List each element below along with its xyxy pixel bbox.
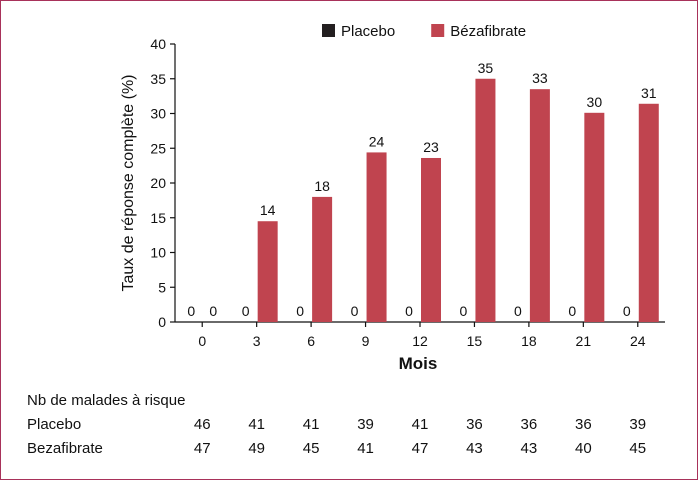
legend-label: Bézafibrate — [450, 23, 526, 40]
bar — [366, 152, 387, 322]
y-tick-label: 40 — [150, 36, 166, 52]
data-label: 0 — [187, 303, 195, 319]
data-label: 23 — [423, 139, 439, 155]
x-tick-label: 12 — [412, 333, 428, 349]
bar — [584, 112, 605, 323]
x-tick-label: 24 — [630, 333, 646, 349]
y-tick-label: 5 — [158, 279, 166, 295]
legend-label: Placebo — [341, 23, 395, 40]
legend: Placebo Bézafibrate — [322, 23, 526, 40]
data-label: 0 — [209, 303, 217, 319]
x-tick-label: 21 — [576, 333, 592, 349]
x-tick-label: 0 — [198, 333, 206, 349]
data-label: 0 — [296, 303, 304, 319]
data-label: 0 — [351, 303, 359, 319]
data-label: 30 — [587, 94, 603, 110]
data-label: 0 — [568, 303, 576, 319]
data-label: 14 — [260, 202, 276, 218]
y-axis-label: Taux de réponse complète (%) — [120, 75, 137, 292]
data-label: 0 — [623, 303, 631, 319]
y-tick-label: 15 — [150, 210, 166, 226]
y-tick-label: 30 — [150, 106, 166, 122]
x-tick-label: 3 — [253, 333, 261, 349]
data-label: 0 — [405, 303, 413, 319]
x-axis-label: Mois — [399, 354, 438, 373]
bar — [312, 196, 333, 322]
x-tick-label: 18 — [521, 333, 537, 349]
bar — [638, 103, 659, 323]
y-tick-label: 0 — [158, 314, 166, 330]
data-label: 33 — [532, 70, 548, 86]
legend-swatch — [431, 24, 445, 37]
data-label: 35 — [478, 60, 494, 76]
y-tick-label: 25 — [150, 140, 166, 156]
data-label: 24 — [369, 133, 385, 149]
data-label: 31 — [641, 85, 657, 101]
x-tick-label: 9 — [362, 333, 370, 349]
bar — [475, 78, 496, 322]
y-tick-label: 10 — [150, 245, 166, 261]
y-tick-label: 20 — [150, 175, 166, 191]
bar — [421, 157, 441, 322]
y-tick-label: 35 — [150, 71, 166, 87]
x-tick-label: 6 — [307, 333, 315, 349]
bar — [257, 221, 278, 322]
x-tick-label: 15 — [467, 333, 483, 349]
data-label: 0 — [514, 303, 522, 319]
legend-swatch — [322, 24, 335, 37]
data-label: 18 — [314, 178, 330, 194]
data-label: 0 — [242, 303, 250, 319]
bar — [529, 89, 550, 322]
data-label: 0 — [460, 303, 468, 319]
